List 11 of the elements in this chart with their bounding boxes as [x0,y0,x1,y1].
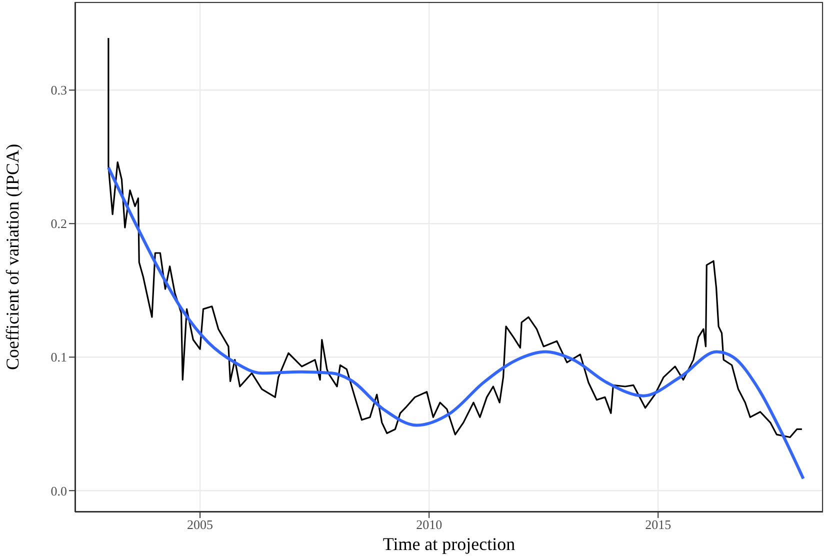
y-tick-label: 0.2 [50,216,67,232]
line-series [108,37,803,438]
y-tick-label: 0.1 [50,350,67,365]
y-tick-label: 0.0 [50,483,67,498]
y-axis-title: Coefficient of variation (IPCA) [2,144,22,370]
x-tick-label: 2015 [645,517,672,532]
x-tick-label: 2005 [187,517,214,532]
y-tick-label: 0.3 [50,82,67,98]
x-tick-label: 2010 [416,517,442,532]
line-series [106,166,805,480]
x-axis-title: Time at projection [382,534,516,554]
